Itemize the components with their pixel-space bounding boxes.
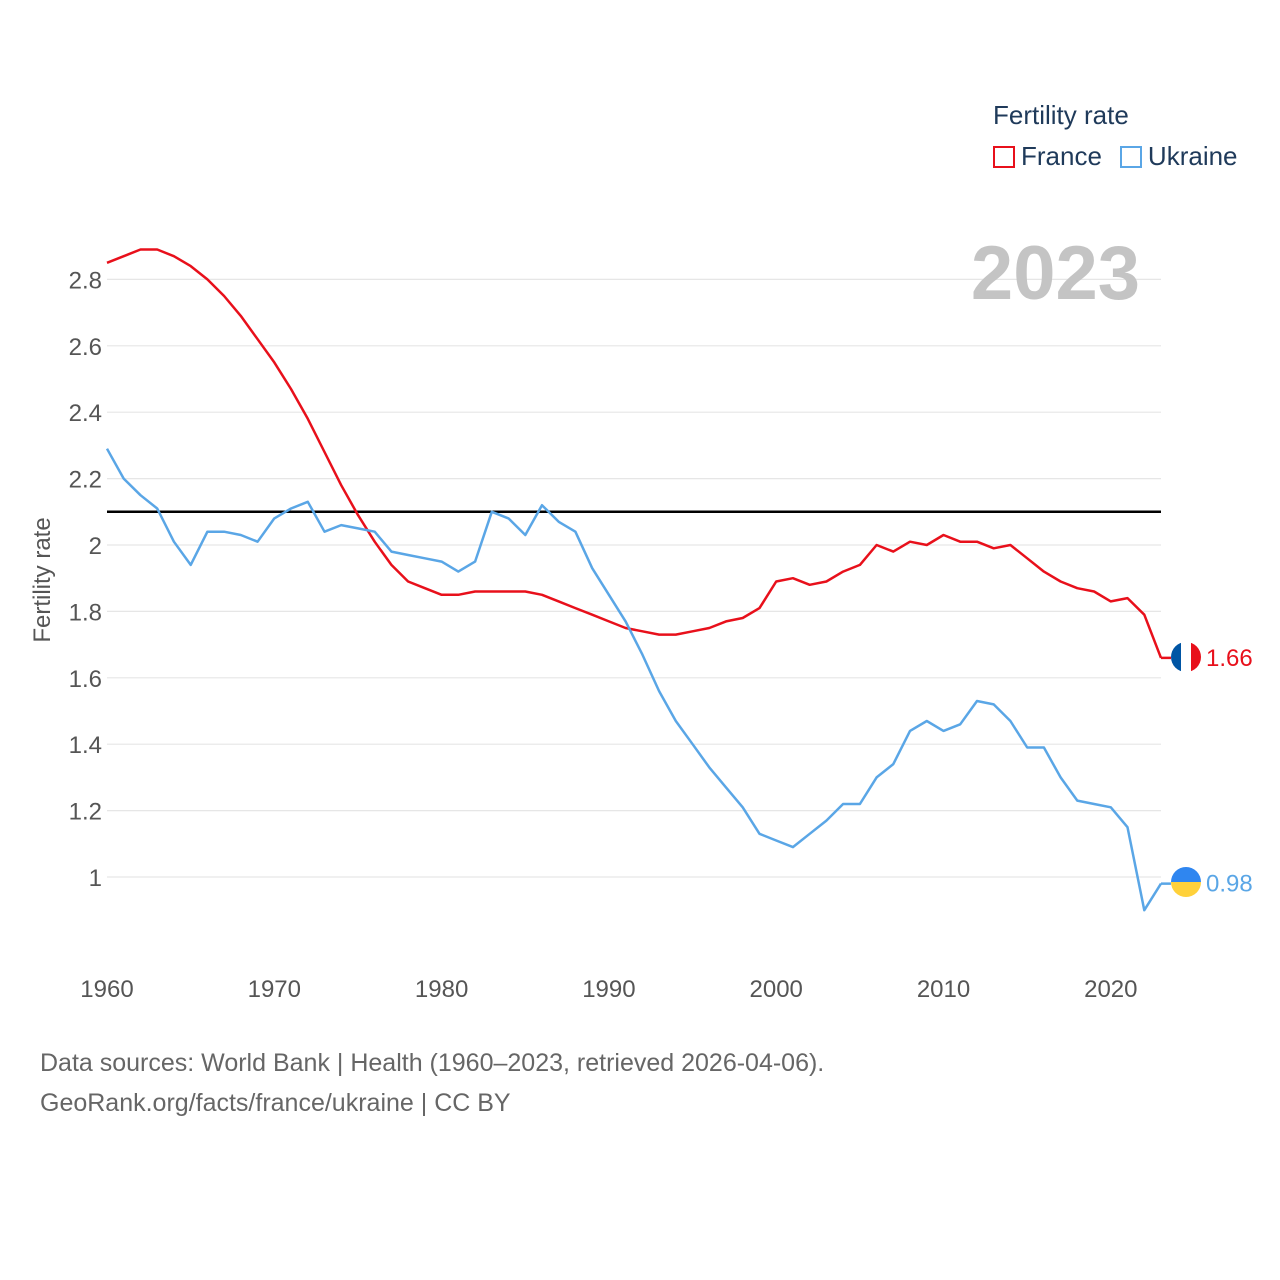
legend-item-ukraine[interactable]: Ukraine — [1119, 141, 1238, 172]
y-tick-label: 1.4 — [69, 732, 102, 759]
y-tick-label: 2.8 — [69, 267, 102, 294]
y-tick-label: 2.6 — [69, 334, 102, 361]
legend-items: France Ukraine — [993, 141, 1238, 172]
x-tick-label: 1990 — [582, 976, 635, 1003]
end-label-ukraine: 0.98 — [1206, 871, 1253, 898]
license-text: GeoRank.org/facts/france/ukraine | CC BY — [40, 1089, 511, 1117]
x-tick-label: 1980 — [415, 976, 468, 1003]
x-tick-label: 2010 — [917, 976, 970, 1003]
current-year-label: 2023 — [971, 231, 1140, 316]
france-flag-icon — [1171, 642, 1201, 672]
end-label-france: 1.66 — [1206, 645, 1253, 672]
end-value-labels: 1.66 0.98 — [1206, 645, 1253, 898]
legend-label-france: France — [1021, 141, 1102, 171]
legend-label-ukraine: Ukraine — [1147, 141, 1238, 171]
x-tick-label: 2020 — [1084, 976, 1137, 1003]
series-line-france — [106, 248, 1163, 659]
y-tick-label: 2.2 — [69, 467, 102, 494]
y-tick-label: 2 — [89, 533, 102, 560]
series-lines — [105, 248, 1171, 912]
legend-swatch-ukraine — [1119, 145, 1142, 168]
y-tick-label: 2.4 — [69, 400, 102, 427]
x-axis-ticks: 1960 1970 1980 1990 2000 2010 2020 — [80, 976, 1137, 1003]
series-line-ukraine — [105, 448, 1163, 912]
x-tick-label: 1960 — [80, 976, 133, 1003]
legend-swatch-france — [993, 145, 1015, 168]
footer: Data sources: World Bank | Health (1960–… — [40, 1043, 824, 1123]
ukraine-flag-icon — [1171, 867, 1201, 897]
data-source-text: Data sources: World Bank | Health (1960–… — [40, 1049, 825, 1077]
y-tick-label: 1.6 — [69, 666, 102, 693]
y-axis-title: Fertility rate — [29, 517, 56, 642]
y-tick-label: 1.8 — [69, 599, 102, 626]
legend-item-france[interactable]: France — [993, 141, 1102, 172]
y-tick-label: 1.2 — [69, 799, 102, 826]
x-tick-label: 2000 — [750, 976, 803, 1003]
y-axis-ticks: 1 1.2 1.4 1.6 1.8 2 2.2 2.4 2.6 2.8 — [69, 267, 102, 892]
gridlines — [107, 278, 1161, 878]
legend: Fertility rate France Ukraine — [993, 100, 1238, 172]
x-tick-label: 1970 — [248, 976, 301, 1003]
legend-title: Fertility rate — [993, 100, 1129, 130]
y-tick-label: 1 — [89, 865, 102, 892]
